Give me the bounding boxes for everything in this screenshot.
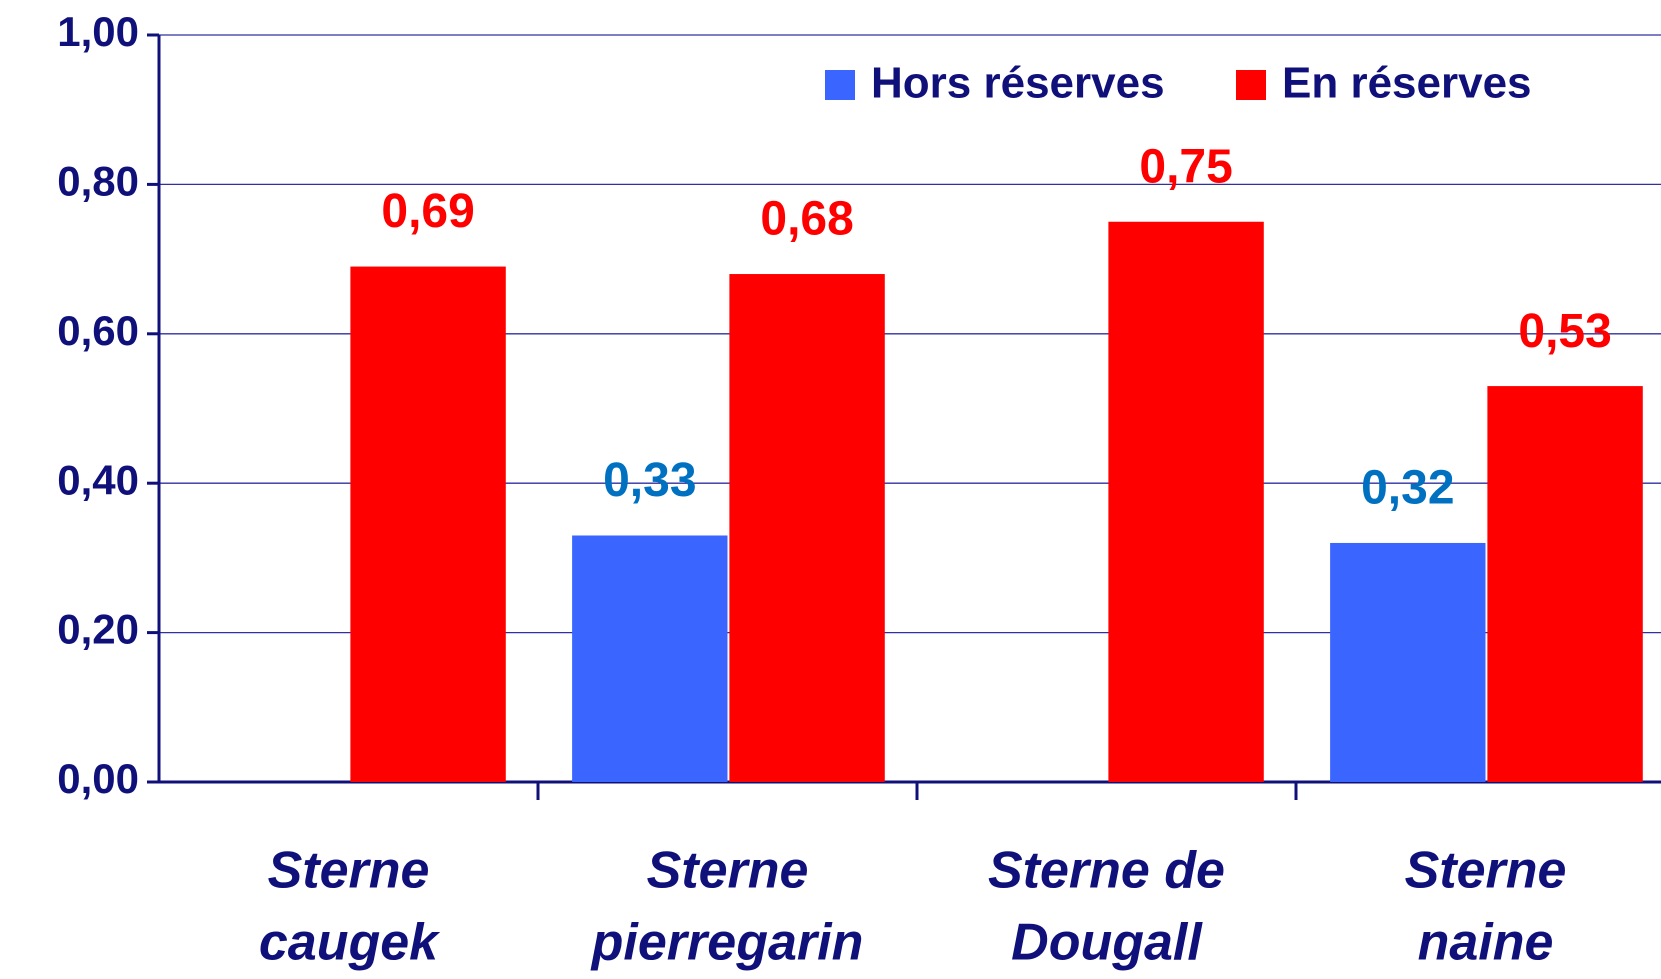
x-tick-label: Sterne de [988, 842, 1225, 900]
bar [572, 535, 728, 782]
x-tick-label: pierregarin [590, 914, 864, 972]
x-tick-label: Dougall [1011, 914, 1203, 972]
legend-swatch [1236, 70, 1266, 100]
value-label: 0,33 [603, 454, 696, 507]
bar [729, 274, 885, 782]
x-tick-label: Sterne [268, 842, 430, 900]
value-label: 0,68 [760, 193, 853, 246]
value-label: 0,32 [1361, 462, 1454, 515]
y-tick-label: 0,60 [57, 307, 139, 354]
y-tick-label: 0,40 [57, 456, 139, 503]
bar [1108, 221, 1264, 782]
bar [1487, 386, 1643, 782]
bar [350, 266, 506, 782]
legend-label: En réserves [1282, 59, 1532, 108]
value-label: 0,69 [381, 185, 474, 238]
bar [1330, 542, 1486, 782]
value-label: 0,53 [1518, 305, 1611, 358]
value-label: 0,75 [1139, 140, 1232, 193]
x-tick-label: Sterne [647, 842, 809, 900]
y-tick-label: 0,20 [57, 606, 139, 653]
legend-label: Hors réserves [871, 59, 1165, 108]
x-tick-label: Sterne [1405, 842, 1567, 900]
x-tick-label: naine [1418, 914, 1554, 972]
x-tick-label: caugek [259, 914, 441, 972]
legend-swatch [825, 70, 855, 100]
y-tick-label: 0,80 [57, 157, 139, 204]
y-tick-label: 1,00 [57, 8, 139, 55]
y-tick-label: 0,00 [57, 755, 139, 802]
